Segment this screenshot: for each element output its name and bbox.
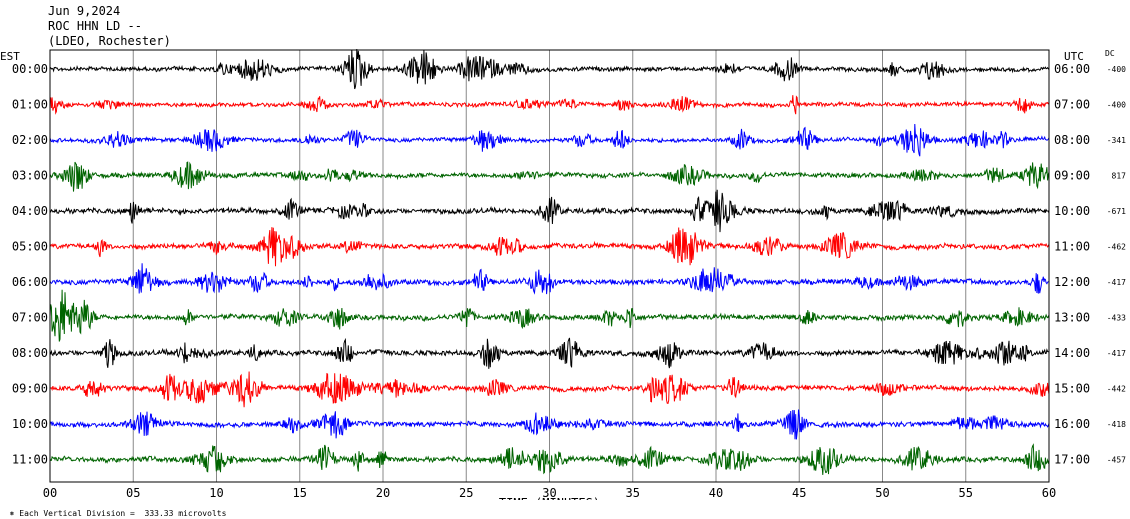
est-hour-label: 09:00 [12, 382, 48, 396]
est-hour-label: 08:00 [12, 346, 48, 360]
dc-offset-label: -417 [1107, 349, 1126, 358]
plot-frame [49, 49, 1050, 483]
est-axis-label: EST [0, 50, 20, 63]
grid-layer [132, 50, 967, 482]
dc-offset-label: -400 [1107, 101, 1126, 110]
x-axis-label: TIME (MINUTES) [499, 496, 600, 500]
seismic-trace [50, 48, 1050, 90]
x-tick-label: 10 [209, 486, 223, 500]
dc-label: DC [1105, 49, 1115, 58]
est-hour-label: 05:00 [12, 240, 48, 254]
est-hour-label: 03:00 [12, 169, 48, 183]
utc-hour-label: 10:00 [1054, 204, 1090, 218]
dc-offset-label: 817 [1112, 172, 1127, 181]
utc-hour-label: 08:00 [1054, 133, 1090, 147]
est-hour-label: 11:00 [12, 453, 48, 467]
seismic-trace [49, 161, 1050, 192]
x-tick-label: 45 [792, 486, 806, 500]
utc-hour-label: 07:00 [1054, 98, 1090, 112]
utc-axis-label: UTC [1064, 50, 1084, 63]
x-tick-label: 60 [1042, 486, 1056, 500]
x-tick-label: 55 [959, 486, 973, 500]
x-tick-label: 35 [626, 486, 640, 500]
dc-offset-label: -400 [1107, 65, 1126, 74]
utc-hour-label: 16:00 [1054, 417, 1090, 431]
x-tick-label: 50 [875, 486, 889, 500]
est-hour-label: 00:00 [12, 62, 48, 76]
utc-hour-label: 12:00 [1054, 275, 1090, 289]
est-hour-label: 04:00 [12, 204, 48, 218]
seismic-trace [49, 123, 1050, 157]
x-tick-label: 00 [43, 486, 57, 500]
label-layer: 00 05 10 15 20 25 30 35 40 45 50 55 60 TIME (MINUTES)… [0, 49, 1126, 500]
x-tick-label: 30 [542, 486, 556, 500]
division-note: ⎈ Each Vertical Division = 333.33 microv… [0, 500, 227, 518]
seismic-trace [49, 95, 1050, 115]
seismic-trace [49, 371, 1050, 408]
est-hour-label: 01:00 [12, 98, 48, 112]
x-tick-label: 15 [293, 486, 307, 500]
est-hour-label: 10:00 [12, 417, 48, 431]
dc-offset-label: -462 [1107, 243, 1126, 252]
dc-offset-label: -433 [1107, 314, 1126, 323]
utc-hour-label: 13:00 [1054, 311, 1090, 325]
utc-hour-label: 15:00 [1054, 382, 1090, 396]
dc-offset-label: -417 [1107, 278, 1126, 287]
chart-date: Jun 9,2024 [48, 4, 121, 18]
utc-hour-label: 06:00 [1054, 62, 1090, 76]
seismic-trace [49, 337, 1050, 369]
seismogram-plot: 00 05 10 15 20 25 30 35 40 45 50 55 60 TIME (MINUTES)… [0, 48, 1126, 500]
dc-offset-label: -418 [1107, 420, 1126, 429]
x-tick-label: 40 [709, 486, 723, 500]
est-hour-label: 06:00 [12, 275, 48, 289]
est-hour-label: 07:00 [12, 311, 48, 325]
utc-hour-label: 11:00 [1054, 240, 1090, 254]
dc-offset-label: -671 [1107, 207, 1126, 216]
seismic-trace [49, 227, 1050, 267]
x-tick-label: 25 [459, 486, 473, 500]
seismic-trace [49, 443, 1050, 475]
utc-hour-label: 14:00 [1054, 346, 1090, 360]
network-name: (LDEO, Rochester) [48, 34, 171, 48]
dc-offset-label: -442 [1107, 385, 1126, 394]
seismometer-icon: ⎈ [9, 509, 20, 518]
seismic-trace [49, 289, 1050, 342]
seismic-trace [49, 189, 1050, 233]
trace-layer [49, 48, 1050, 475]
utc-hour-label: 17:00 [1054, 453, 1090, 467]
est-hour-label: 02:00 [12, 133, 48, 147]
x-tick-label: 20 [376, 486, 390, 500]
station-code: ROC HHN LD -- [48, 19, 142, 33]
dc-offset-label: -457 [1107, 456, 1126, 465]
x-tick-label: 05 [126, 486, 140, 500]
dc-offset-label: -341 [1107, 136, 1126, 145]
seismic-trace [49, 409, 1050, 440]
utc-hour-label: 09:00 [1054, 169, 1090, 183]
division-note-text: Each Vertical Division = 333.33 microvol… [19, 509, 227, 518]
seismic-trace [49, 263, 1050, 295]
